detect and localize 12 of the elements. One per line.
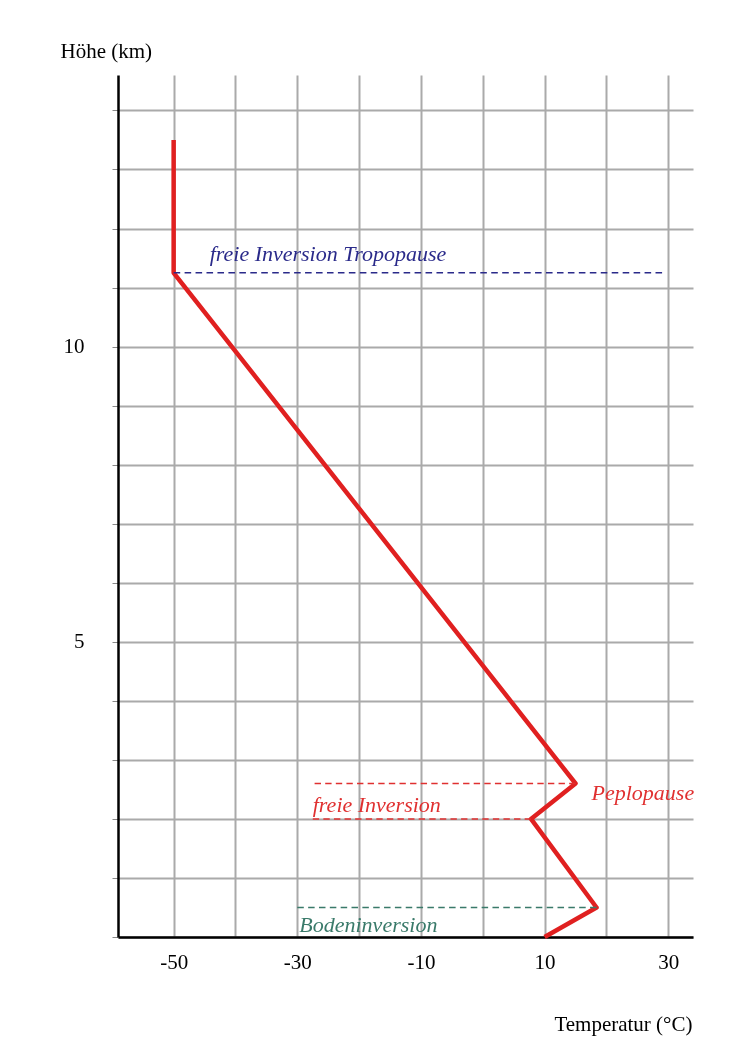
y-tick-label: 5	[74, 629, 85, 654]
annotation: freie Inversion Tropopause	[209, 240, 447, 266]
y-axis-title: Höhe (km)	[60, 38, 153, 63]
annotation: Bodeninversion	[299, 912, 438, 938]
x-tick-label: 10	[534, 949, 556, 974]
annotation: Peplopause	[590, 780, 695, 806]
x-tick-label: -10	[407, 949, 436, 974]
x-tick-label: 30	[658, 949, 680, 974]
x-tick-label: -30	[283, 949, 312, 974]
annotation: freie Inversion	[312, 791, 441, 817]
x-tick-label: -50	[160, 949, 189, 974]
x-axis-title: Temperatur (°C)	[554, 1011, 693, 1036]
